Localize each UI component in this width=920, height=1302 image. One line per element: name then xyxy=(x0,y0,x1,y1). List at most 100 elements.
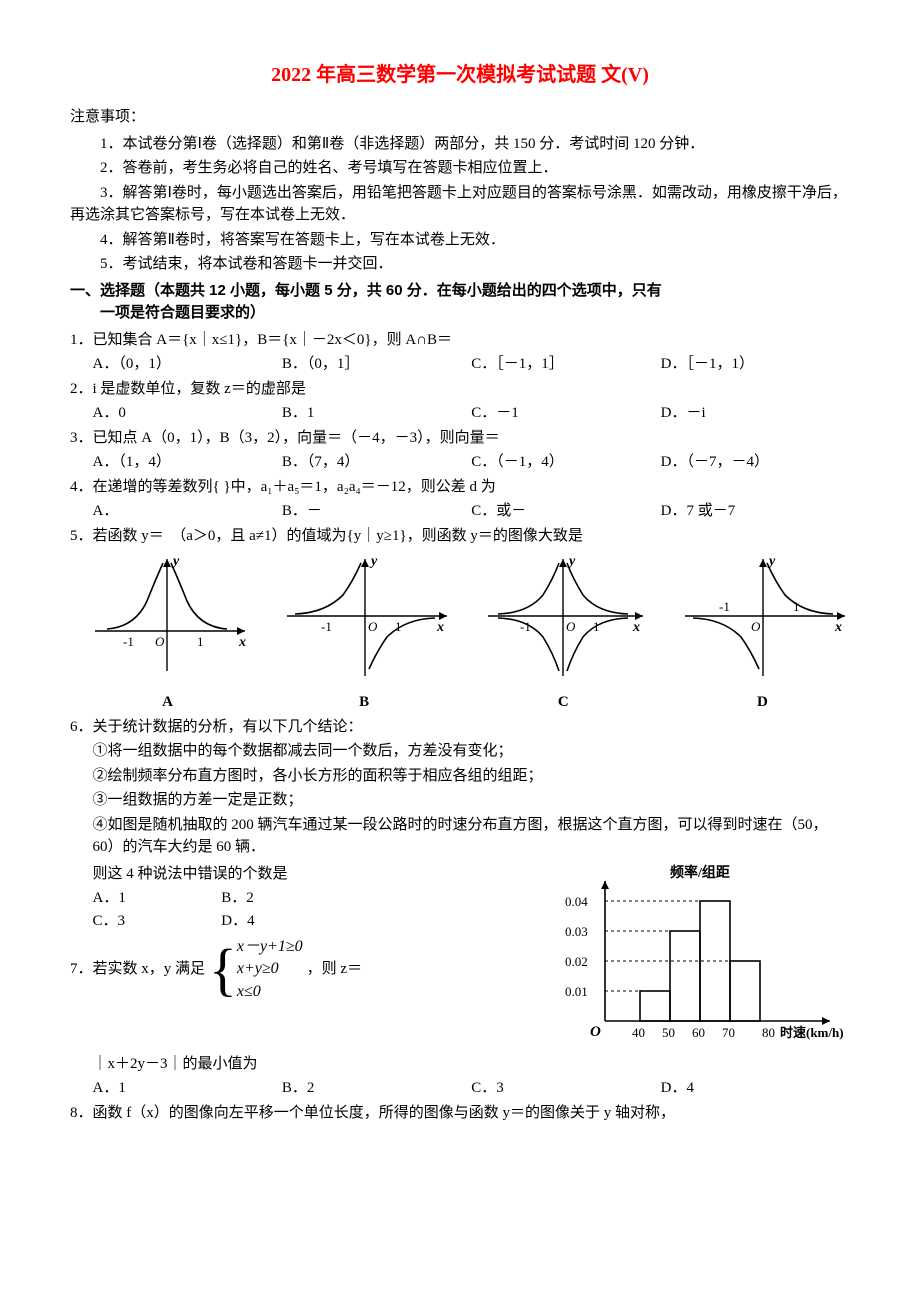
svg-text:时速(km/h): 时速(km/h) xyxy=(780,1025,844,1040)
notes-heading: 注意事项： xyxy=(70,106,850,129)
note-1: 1．本试卷分第Ⅰ卷（选择题）和第Ⅱ卷（非选择题）两部分，共 150 分．考试时间… xyxy=(70,133,850,156)
q7-sys-b: x+y≥0 xyxy=(237,958,303,980)
graph-d-svg: y x -1 O 1 xyxy=(675,551,850,681)
q6-item-2: ②绘制频率分布直方图时，各小长方形的面积等于相应各组的组距； xyxy=(93,765,851,788)
q6-items: ①将一组数据中的每个数据都减去同一个数后，方差没有变化； ②绘制频率分布直方图时… xyxy=(70,740,850,859)
q7-options: A．1 B．2 C．3 D．4 xyxy=(70,1077,850,1100)
svg-text:0.02: 0.02 xyxy=(565,954,588,969)
q5-label-d: D xyxy=(675,691,850,714)
q2-options: A．0 B．1 C．－1 D．－i xyxy=(70,402,850,425)
q6-tail: 则这 4 种说法中错误的个数是 xyxy=(70,863,540,886)
svg-text:70: 70 xyxy=(722,1025,735,1040)
q3-opt-b: B．（7，4） xyxy=(282,451,471,474)
q5-label-c: C xyxy=(478,691,648,714)
svg-text:1: 1 xyxy=(197,634,204,649)
svg-text:-1: -1 xyxy=(719,599,730,614)
svg-text:0.01: 0.01 xyxy=(565,984,588,999)
q4-opt-a: A． xyxy=(93,500,282,523)
q1-options: A．（0，1） B．（0，1］ C．［－1，1］ D．［－1，1） xyxy=(70,353,850,376)
svg-text:x: x xyxy=(238,635,246,650)
graph-c-svg: y x -1 O 1 xyxy=(478,551,648,681)
q5-graph-c: y x -1 O 1 C xyxy=(478,551,648,714)
svg-text:0.04: 0.04 xyxy=(565,894,588,909)
section-1-line1: 一、选择题（本题共 12 小题，每小题 5 分，共 60 分．在每小题给出的四个… xyxy=(70,280,850,303)
q2-opt-b: B．1 xyxy=(282,402,471,425)
page-title: 2022 年高三数学第一次模拟考试试题 文(V) xyxy=(70,60,850,90)
svg-text:1: 1 xyxy=(793,599,800,614)
note-4: 4．解答第Ⅱ卷时，将答案写在答题卡上，写在本试卷上无效． xyxy=(70,229,850,252)
q1-opt-d: D．［－1，1） xyxy=(661,353,850,376)
q5-label-b: B xyxy=(277,691,452,714)
q6-histogram: 频率/组距 O 0.01 0.02 0.03 0.04 40 50 60 xyxy=(540,861,850,1051)
q8-text: 8．函数 f（x）的图像向左平移一个单位长度，所得的图像与函数 y＝的图像关于 … xyxy=(70,1102,850,1125)
svg-text:O: O xyxy=(566,619,576,634)
svg-text:40: 40 xyxy=(632,1025,645,1040)
q4-opt-b: B．－ xyxy=(282,500,471,523)
q7-opt-c: C．3 xyxy=(471,1077,660,1100)
q6-opt-b: B．2 xyxy=(221,887,350,910)
q7-opt-d: D．4 xyxy=(661,1077,850,1100)
q4-opt-c: C．或－ xyxy=(471,500,660,523)
q3-opt-d: D．（－7，－4） xyxy=(661,451,850,474)
svg-text:0.03: 0.03 xyxy=(565,924,588,939)
q5-graph-d: y x -1 O 1 D xyxy=(675,551,850,714)
q5-graphs: y x -1 O 1 A y x -1 O 1 B xyxy=(70,551,850,714)
q1-text: 1．已知集合 A＝{x｜x≤1}，B＝{x｜－2x＜0}，则 A∩B＝ xyxy=(70,329,850,352)
graph-a-svg: y x -1 O 1 xyxy=(85,551,250,681)
svg-text:O: O xyxy=(368,619,378,634)
q7-line2: ｜x＋2y－3｜的最小值为 xyxy=(70,1053,850,1076)
svg-text:O: O xyxy=(751,619,761,634)
note-2: 2．答卷前，考生务必将自己的姓名、考号填写在答题卡相应位置上． xyxy=(70,157,850,180)
q2-text: 2．i 是虚数单位，复数 z＝的虚部是 xyxy=(70,378,850,401)
section-1-line2: 一项是符合题目要求的） xyxy=(70,302,850,325)
section-1-heading: 一、选择题（本题共 12 小题，每小题 5 分，共 60 分．在每小题给出的四个… xyxy=(70,280,850,325)
q1-opt-a: A．（0，1） xyxy=(93,353,282,376)
q7-opt-a: A．1 xyxy=(93,1077,282,1100)
svg-text:y: y xyxy=(369,554,378,569)
q4-text: 4．在递增的等差数列{ }中，a₁＋a₅＝1，a₂a₄＝－12，则公差 d 为 xyxy=(70,476,850,499)
q6-item-1: ①将一组数据中的每个数据都减去同一个数后，方差没有变化； xyxy=(93,740,851,763)
q4-opt-d: D．7 或－7 xyxy=(661,500,850,523)
q3-opt-c: C．（－1，4） xyxy=(471,451,660,474)
q2-opt-d: D．－i xyxy=(661,402,850,425)
q7-post: ，则 z＝ xyxy=(307,958,362,981)
svg-text:O: O xyxy=(155,634,165,649)
graph-b-svg: y x -1 O 1 xyxy=(277,551,452,681)
q6-options: A．1 B．2 C．3 D．4 xyxy=(70,887,350,932)
svg-text:x: x xyxy=(632,620,640,635)
svg-text:-1: -1 xyxy=(321,619,332,634)
svg-text:x: x xyxy=(436,620,444,635)
svg-text:60: 60 xyxy=(692,1025,705,1040)
q1-opt-c: C．［－1，1］ xyxy=(471,353,660,376)
q7-sys-a: x－y+1≥0 xyxy=(237,936,303,958)
q5-graph-b: y x -1 O 1 B xyxy=(277,551,452,714)
q5-graph-a: y x -1 O 1 A xyxy=(85,551,250,714)
note-5: 5．考试结束，将本试卷和答题卡一并交回． xyxy=(70,253,850,276)
note-3: 3．解答第Ⅰ卷时，每小题选出答案后，用铅笔把答题卡上对应题目的答案标号涂黑．如需… xyxy=(70,182,850,227)
q3-opt-a: A．（1，4） xyxy=(93,451,282,474)
svg-text:80: 80 xyxy=(762,1025,775,1040)
q7: 7．若实数 x，y 满足 { x－y+1≥0 x+y≥0 x≤0 ，则 z＝ xyxy=(70,936,540,1003)
q6-opt-a: A．1 xyxy=(93,887,222,910)
q6-item-3: ③一组数据的方差一定是正数； xyxy=(93,789,851,812)
q6-item-4: ④如图是随机抽取的 200 辆汽车通过某一段公路时的时速分布直方图，根据这个直方… xyxy=(93,814,851,859)
q2-opt-c: C．－1 xyxy=(471,402,660,425)
q7-brace: { x－y+1≥0 x+y≥0 x≤0 xyxy=(209,936,303,1003)
svg-text:50: 50 xyxy=(662,1025,675,1040)
q1-opt-b: B．（0，1］ xyxy=(282,353,471,376)
q6-opt-d: D．4 xyxy=(221,910,350,933)
q6-text: 6．关于统计数据的分析，有以下几个结论： xyxy=(70,716,850,739)
q6-opt-c: C．3 xyxy=(93,910,222,933)
hist-ylabel: 频率/组距 xyxy=(670,864,730,881)
svg-text:x: x xyxy=(834,620,842,635)
q7-opt-b: B．2 xyxy=(282,1077,471,1100)
svg-text:-1: -1 xyxy=(123,634,134,649)
q5-text: 5．若函数 y＝ （a＞0，且 a≠1）的值域为{y｜y≥1}，则函数 y＝的图… xyxy=(70,525,850,548)
q3-options: A．（1，4） B．（7，4） C．（－1，4） D．（－7，－4） xyxy=(70,451,850,474)
q5-label-a: A xyxy=(85,691,250,714)
histogram-svg: 频率/组距 O 0.01 0.02 0.03 0.04 40 50 60 xyxy=(540,861,850,1051)
q4-options: A． B．－ C．或－ D．7 或－7 xyxy=(70,500,850,523)
q3-text: 3．已知点 A（0，1），B（3，2），向量＝（－4，－3），则向量＝ xyxy=(70,427,850,450)
q7-sys-c: x≤0 xyxy=(237,981,303,1003)
q2-opt-a: A．0 xyxy=(93,402,282,425)
